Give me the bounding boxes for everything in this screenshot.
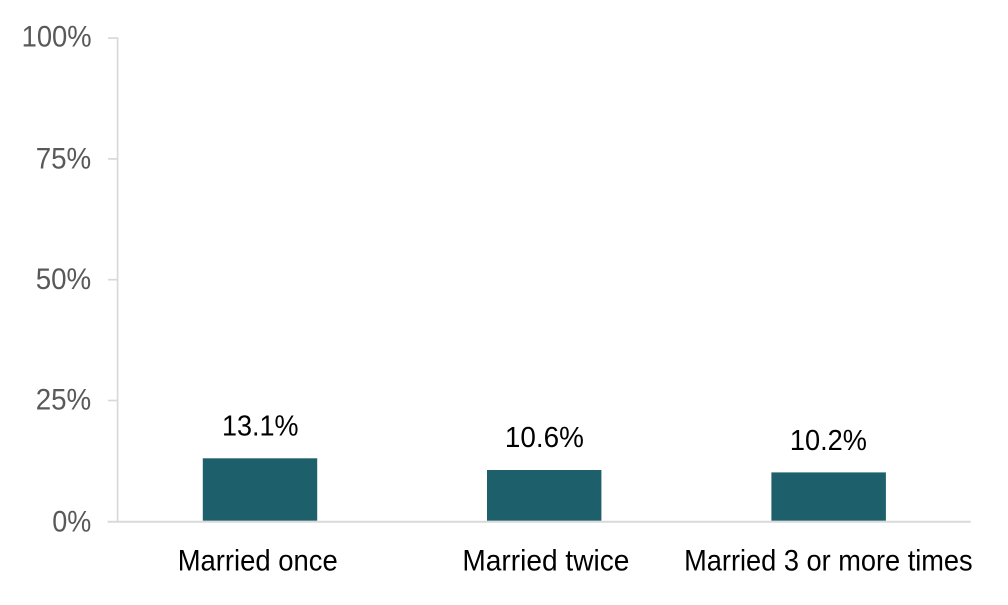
svg-text:Married 3 or more times: Married 3 or more times bbox=[684, 544, 973, 577]
svg-text:Married once: Married once bbox=[178, 544, 338, 577]
svg-text:10.6%: 10.6% bbox=[505, 422, 584, 454]
svg-text:10.2%: 10.2% bbox=[790, 425, 867, 457]
svg-text:75%: 75% bbox=[36, 142, 92, 175]
svg-text:Married twice: Married twice bbox=[462, 545, 629, 578]
svg-text:0%: 0% bbox=[52, 505, 91, 538]
svg-text:50%: 50% bbox=[36, 263, 92, 296]
svg-text:100%: 100% bbox=[22, 21, 92, 54]
svg-text:13.1%: 13.1% bbox=[222, 410, 299, 442]
svg-text:25%: 25% bbox=[36, 384, 92, 417]
